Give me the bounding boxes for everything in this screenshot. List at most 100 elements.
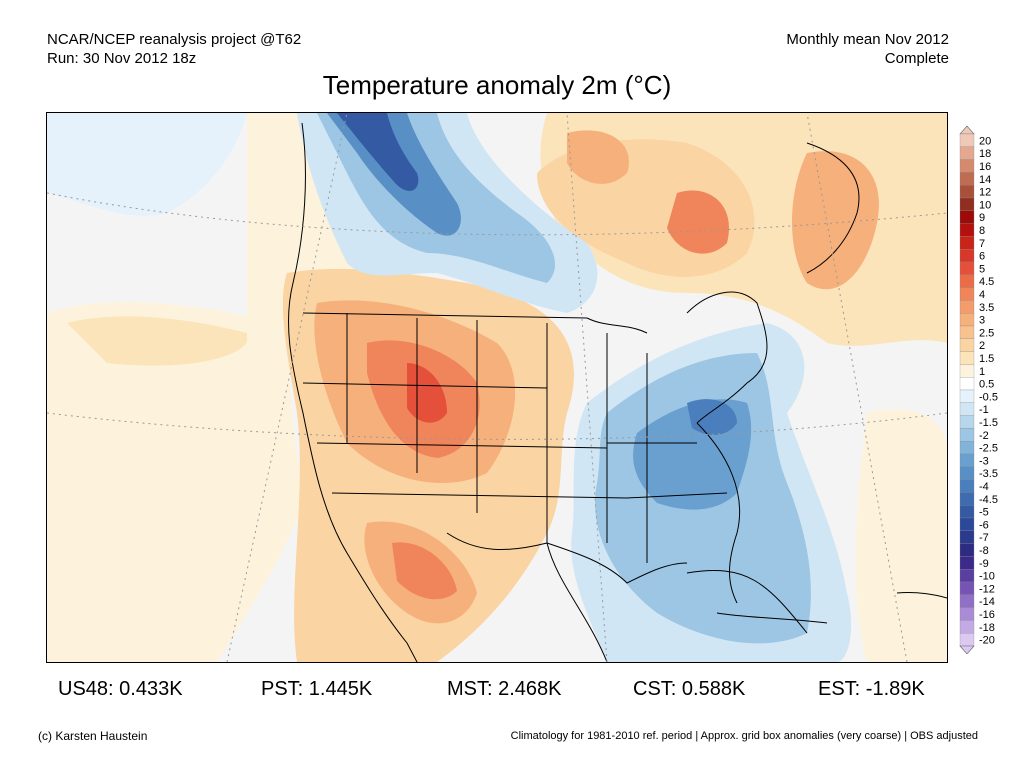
- colorbar-swatch: [959, 287, 975, 301]
- colorbar-swatch: [959, 133, 975, 147]
- run-label: Run: 30 Nov 2012 18z: [47, 50, 197, 67]
- graticule: [47, 113, 947, 662]
- colorbar-swatch: [959, 441, 975, 455]
- colorbar-swatch: [959, 223, 975, 237]
- colorbar-label: 10: [979, 199, 991, 211]
- colorbar-swatch: [959, 581, 975, 595]
- colorbar-label: 1.5: [979, 353, 994, 365]
- colorbar-label: -1: [979, 404, 989, 416]
- header-left: NCAR/NCEP reanalysis project @T62 Run: 3…: [47, 30, 301, 68]
- colorbar-label: -3.5: [979, 468, 998, 480]
- colorbar-label: 20: [979, 135, 991, 147]
- anomaly-map: [46, 112, 948, 663]
- colorbar-swatch: [959, 428, 975, 442]
- colorbar-swatch: [959, 517, 975, 531]
- colorbar-swatch: [959, 338, 975, 352]
- colorbar-swatch: [959, 249, 975, 263]
- colorbar-swatch: [959, 313, 975, 327]
- colorbar-swatch: [959, 505, 975, 519]
- credit-text: (c) Karsten Haustein: [38, 729, 148, 743]
- colorbar-swatch: [959, 402, 975, 416]
- climatology-note: Climatology for 1981-2010 ref. period | …: [510, 730, 978, 742]
- status-label: Complete: [884, 50, 949, 67]
- colorbar-swatch: [959, 236, 975, 250]
- colorbar-swatch: [959, 159, 975, 173]
- colorbar-label: -6: [979, 519, 989, 531]
- colorbar-label: 8: [979, 225, 985, 237]
- colorbar-svg: 201816141210987654.543.532.521.510.5-0.5…: [959, 125, 998, 655]
- header-right: Monthly mean Nov 2012 Complete: [786, 30, 949, 68]
- colorbar-label: 18: [979, 148, 991, 160]
- colorbar-label: 16: [979, 161, 991, 173]
- colorbar-label: 3.5: [979, 302, 994, 314]
- colorbar-swatch: [959, 261, 975, 275]
- colorbar-swatch: [959, 466, 975, 480]
- colorbar-label: 2: [979, 340, 985, 352]
- colorbar-label: 12: [979, 187, 991, 199]
- colorbar-label: -9: [979, 558, 989, 570]
- colorbar-label: 9: [979, 212, 985, 224]
- source-label: NCAR/NCEP reanalysis project @T62: [47, 31, 302, 48]
- colorbar-label: 6: [979, 251, 985, 263]
- colorbar-arrow-top: [959, 125, 975, 135]
- colorbar-swatch: [959, 453, 975, 467]
- colorbar-label: 5: [979, 263, 985, 275]
- colorbar-swatch: [959, 492, 975, 506]
- colorbar-swatch: [959, 325, 975, 339]
- colorbar-swatch: [959, 479, 975, 493]
- colorbar-label: 3: [979, 315, 985, 327]
- map-canvas: [47, 113, 947, 662]
- colorbar-label: -3: [979, 455, 989, 467]
- period-label: Monthly mean Nov 2012: [786, 31, 949, 48]
- colorbar-swatch: [959, 607, 975, 621]
- colorbar-swatch: [959, 620, 975, 634]
- colorbar-swatch: [959, 210, 975, 224]
- colorbar-label: -16: [979, 609, 995, 621]
- colorbar-swatch: [959, 415, 975, 429]
- colorbar-label: 2.5: [979, 327, 994, 339]
- colorbar-label: -7: [979, 532, 989, 544]
- colorbar-swatch: [959, 569, 975, 583]
- colorbar-label: 7: [979, 238, 985, 250]
- colorbar-swatch: [959, 594, 975, 608]
- stat-pst: PST: 1.445K: [261, 678, 373, 700]
- colorbar-label: -18: [979, 622, 995, 634]
- stat-us48: US48: 0.433K: [58, 678, 183, 700]
- colorbar-label: 4: [979, 289, 985, 301]
- colorbar-swatch: [959, 543, 975, 557]
- colorbar-label: -4.5: [979, 494, 998, 506]
- stat-est: EST: -1.89K: [818, 678, 925, 700]
- colorbar-swatch: [959, 389, 975, 403]
- colorbar-label: -20: [979, 635, 995, 647]
- colorbar-swatch: [959, 197, 975, 211]
- colorbar-label: 0.5: [979, 379, 994, 391]
- colorbar-swatch: [959, 556, 975, 570]
- colorbar-swatch: [959, 274, 975, 288]
- colorbar-label: -8: [979, 545, 989, 557]
- colorbar-label: -2.5: [979, 443, 998, 455]
- colorbar-label: -14: [979, 596, 995, 608]
- colorbar-swatch: [959, 300, 975, 314]
- stat-mst: MST: 2.468K: [447, 678, 562, 700]
- regional-stats: US48: 0.433K PST: 1.445K MST: 2.468K CST…: [0, 678, 1024, 708]
- map-title: Temperature anomaly 2m (°C): [322, 70, 672, 100]
- colorbar-label: 14: [979, 174, 991, 186]
- colorbar-swatch: [959, 377, 975, 391]
- colorbar-swatch: [959, 530, 975, 544]
- colorbar-label: -5: [979, 507, 989, 519]
- colorbar-label: -10: [979, 571, 995, 583]
- colorbar-label: -0.5: [979, 391, 998, 403]
- colorbar-label: 1: [979, 366, 985, 378]
- stat-cst: CST: 0.588K: [633, 678, 746, 700]
- colorbar-swatch: [959, 351, 975, 365]
- colorbar-label: -2: [979, 430, 989, 442]
- colorbar-swatch: [959, 146, 975, 160]
- colorbar-arrow-bottom: [959, 645, 975, 655]
- colorbar-swatch: [959, 633, 975, 647]
- colorbar-label: 4.5: [979, 276, 994, 288]
- colorbar-swatch: [959, 364, 975, 378]
- colorbar-label: -4: [979, 481, 989, 493]
- colorbar-swatch: [959, 185, 975, 199]
- colorbar-label: -1.5: [979, 417, 998, 429]
- map-lines: [287, 122, 947, 662]
